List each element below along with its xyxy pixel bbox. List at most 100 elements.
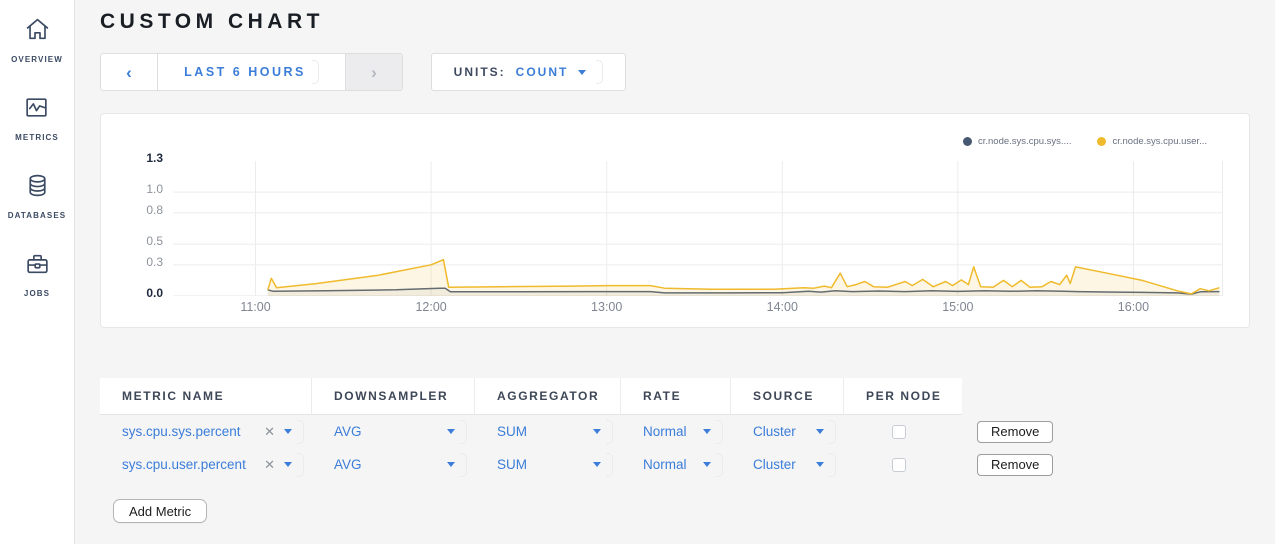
caret-down-icon xyxy=(284,429,292,434)
sidebar-item-jobs[interactable]: JOBS xyxy=(24,250,51,298)
y-axis-tick: 1.3 xyxy=(146,151,163,165)
sidebar-item-metrics[interactable]: METRICS xyxy=(15,94,59,142)
custom-chart-card: cr.node.sys.cpu.sys.... cr.node.sys.cpu.… xyxy=(100,113,1250,328)
caret-down-icon xyxy=(703,462,711,467)
caret-down-icon xyxy=(447,462,455,467)
legend-label-user: cr.node.sys.cpu.user... xyxy=(1112,136,1207,147)
aggregator-dropdown[interactable]: SUM xyxy=(475,452,621,477)
per-node-cell xyxy=(844,457,962,472)
metric-row: sys.cpu.user.percent ✕ AVG SUM Normal xyxy=(100,448,1275,481)
chevron-right-icon: › xyxy=(371,62,377,82)
col-metric-name: METRIC NAME xyxy=(100,378,312,415)
metric-name-dropdown[interactable]: sys.cpu.sys.percent ✕ xyxy=(100,419,312,444)
sidebar-item-overview[interactable]: OVERVIEW xyxy=(11,16,63,64)
legend-label-sys: cr.node.sys.cpu.sys.... xyxy=(978,136,1072,147)
chevron-left-icon: ‹ xyxy=(126,62,132,82)
x-axis-tick: 13:00 xyxy=(591,300,623,314)
metric-name-value: sys.cpu.user.percent xyxy=(122,457,246,472)
per-node-cell xyxy=(844,424,962,439)
chart-svg xyxy=(173,161,1223,297)
actions-cell: Remove xyxy=(962,420,1072,443)
add-metric-button[interactable]: Add Metric xyxy=(113,499,208,523)
rate-dropdown[interactable]: Normal xyxy=(621,419,731,444)
col-downsampler: DOWNSAMPLER xyxy=(312,378,475,415)
downsampler-dropdown[interactable]: AVG xyxy=(312,419,475,444)
dropdown-edge-decoration xyxy=(297,452,304,477)
units-label: UNITS: xyxy=(453,65,506,79)
col-per-node: PER NODE xyxy=(844,378,962,415)
dropdown-edge-decoration xyxy=(311,60,319,84)
page-title: CUSTOM CHART xyxy=(100,10,324,33)
rate-value: Normal xyxy=(643,457,687,472)
x-axis-tick: 12:00 xyxy=(415,300,447,314)
downsampler-value: AVG xyxy=(334,457,362,472)
actions-cell: Remove xyxy=(962,453,1072,476)
units-value: COUNT xyxy=(515,65,569,79)
metrics-icon xyxy=(23,94,50,126)
sidebar: OVERVIEW METRICS DATABASES JOBS xyxy=(0,0,75,544)
toolbar: ‹ LAST 6 HOURS › UNITS: COUNT xyxy=(100,53,1275,91)
sidebar-label-metrics: METRICS xyxy=(15,133,59,142)
y-axis-tick: 0.3 xyxy=(146,254,163,269)
sidebar-item-databases[interactable]: DATABASES xyxy=(8,172,67,220)
units-dropdown[interactable]: UNITS: COUNT xyxy=(431,53,626,91)
clear-metric-icon[interactable]: ✕ xyxy=(264,423,275,439)
sidebar-label-jobs: JOBS xyxy=(23,289,51,298)
rate-value: Normal xyxy=(643,424,687,439)
database-icon xyxy=(24,172,51,204)
caret-down-icon xyxy=(703,429,711,434)
metric-name-dropdown[interactable]: sys.cpu.user.percent ✕ xyxy=(100,452,312,477)
source-dropdown[interactable]: Cluster xyxy=(731,452,844,477)
per-node-checkbox[interactable] xyxy=(892,457,906,472)
chart-plot-area xyxy=(173,159,1223,297)
per-node-checkbox[interactable] xyxy=(892,424,906,439)
main-content: CUSTOM CHART ‹ LAST 6 HOURS › UNITS: COU… xyxy=(76,0,1275,523)
downsampler-dropdown[interactable]: AVG xyxy=(312,452,475,477)
col-aggregator: AGGREGATOR xyxy=(475,378,621,415)
legend-item-sys[interactable]: cr.node.sys.cpu.sys.... xyxy=(963,136,1071,147)
metric-name-value: sys.cpu.sys.percent xyxy=(122,424,241,439)
dropdown-edge-decoration xyxy=(460,452,467,477)
time-range-next-button[interactable]: › xyxy=(345,54,402,90)
remove-metric-button[interactable]: Remove xyxy=(977,453,1054,476)
dropdown-edge-decoration xyxy=(297,419,304,444)
home-icon xyxy=(24,16,51,48)
downsampler-value: AVG xyxy=(334,424,362,439)
legend-item-user[interactable]: cr.node.sys.cpu.user... xyxy=(1097,136,1207,147)
dropdown-edge-decoration xyxy=(460,419,467,444)
y-axis-tick: 0.5 xyxy=(146,234,163,249)
caret-down-icon xyxy=(593,429,601,434)
col-rate: RATE xyxy=(621,378,731,415)
source-value: Cluster xyxy=(753,424,796,439)
dropdown-edge-decoration xyxy=(829,452,836,477)
sidebar-label-databases: DATABASES xyxy=(7,211,67,220)
legend-dot-sys-icon xyxy=(963,137,972,146)
caret-down-icon xyxy=(593,462,601,467)
source-dropdown[interactable]: Cluster xyxy=(731,419,844,444)
metrics-table-header: METRIC NAME DOWNSAMPLER AGGREGATOR RATE … xyxy=(100,378,1275,415)
legend-dot-user-icon xyxy=(1097,137,1107,146)
chart-legend: cr.node.sys.cpu.sys.... cr.node.sys.cpu.… xyxy=(963,136,1207,147)
aggregator-dropdown[interactable]: SUM xyxy=(475,419,621,444)
caret-down-icon xyxy=(816,429,824,434)
sidebar-label-overview: OVERVIEW xyxy=(11,55,63,64)
rate-dropdown[interactable]: Normal xyxy=(621,452,731,477)
x-axis-tick: 15:00 xyxy=(942,300,974,314)
x-axis-tick: 11:00 xyxy=(240,300,271,314)
dropdown-edge-decoration xyxy=(716,419,723,444)
remove-metric-button[interactable]: Remove xyxy=(977,420,1054,443)
dropdown-edge-decoration xyxy=(606,452,613,477)
time-range-prev-button[interactable]: ‹ xyxy=(101,54,158,90)
time-range-dropdown[interactable]: LAST 6 HOURS xyxy=(158,54,345,90)
dropdown-edge-decoration xyxy=(606,419,613,444)
caret-down-icon xyxy=(816,462,824,467)
source-value: Cluster xyxy=(753,457,796,472)
dropdown-edge-decoration xyxy=(596,60,604,84)
metric-row: sys.cpu.sys.percent ✕ AVG SUM Normal xyxy=(100,415,1275,448)
briefcase-icon xyxy=(24,250,51,282)
y-axis-tick: 0.8 xyxy=(146,202,163,217)
caret-down-icon xyxy=(578,69,587,75)
caret-down-icon xyxy=(447,429,455,434)
time-range-label: LAST 6 HOURS xyxy=(184,65,306,79)
clear-metric-icon[interactable]: ✕ xyxy=(264,456,275,472)
